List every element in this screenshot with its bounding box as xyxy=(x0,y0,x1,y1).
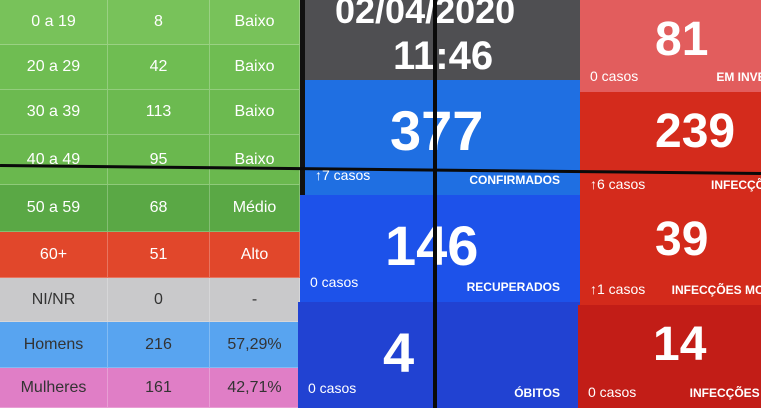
table-cell: 57,29% xyxy=(210,322,300,368)
table-cell: 95 xyxy=(108,135,210,185)
stat-label: ÓBITOS xyxy=(514,386,560,400)
table-cell: Alto xyxy=(210,232,300,278)
table-cell: 68 xyxy=(108,185,210,232)
stat-tile: 14 0 casos INFECÇÕES GR xyxy=(578,305,761,408)
stat-label: RECUPERADOS xyxy=(466,280,560,294)
stat-tile: 81 0 casos EM INVEST xyxy=(580,0,761,92)
stat-value: 14 xyxy=(653,318,707,371)
table-cell: 50 a 59 xyxy=(0,185,108,232)
table-cell: 161 xyxy=(108,368,210,408)
table-cell: 216 xyxy=(108,322,210,368)
stat-label: CONFIRMADOS xyxy=(469,173,560,187)
table-cell: 40 a 49 xyxy=(0,135,108,185)
table-cell: Mulheres xyxy=(0,368,108,408)
table-cell: Baixo xyxy=(210,90,300,135)
table-cell: Homens xyxy=(0,322,108,368)
table-cell: 0 xyxy=(108,278,210,322)
stat-label: EM INVEST xyxy=(716,70,761,84)
stat-tile: 39 ↑1 casos INFECÇÕES MODE xyxy=(580,200,761,305)
table-cell: 20 a 29 xyxy=(0,45,108,90)
table-cell: 8 xyxy=(108,0,210,45)
table-cell: 113 xyxy=(108,90,210,135)
table-cell: Baixo xyxy=(210,135,300,185)
table-cell: 30 a 39 xyxy=(0,90,108,135)
table-cell: 42,71% xyxy=(210,368,300,408)
table-cell: 42 xyxy=(108,45,210,90)
stat-value: 146 xyxy=(385,214,479,277)
date: 02/04/2020 xyxy=(335,0,516,31)
stat-tile: 146 0 casos RECUPERADOS xyxy=(300,195,580,302)
time: 11:46 xyxy=(393,34,494,78)
stat-change: 0 casos xyxy=(308,380,357,396)
stat-change: ↑7 casos xyxy=(315,167,371,183)
table-cell: NI/NR xyxy=(0,278,108,322)
stat-value: 81 xyxy=(655,13,709,66)
stat-tile: 4 0 casos ÓBITOS xyxy=(298,302,580,408)
stat-label: INFECÇÕES MODE xyxy=(671,283,761,297)
stat-change: ↑6 casos xyxy=(590,176,646,192)
table-cell: 60+ xyxy=(0,232,108,278)
table-cell: - xyxy=(210,278,300,322)
table-cell: Médio xyxy=(210,185,300,232)
datetime-tile: 02/04/2020 11:46 xyxy=(305,0,580,80)
table-cell: Baixo xyxy=(210,0,300,45)
stat-change: ↑1 casos xyxy=(590,281,646,297)
bezel xyxy=(433,0,437,408)
stat-tile: 239 ↑6 casos INFECÇÕES xyxy=(580,92,761,200)
stat-value: 239 xyxy=(655,105,736,158)
table-cell: 0 a 19 xyxy=(0,0,108,45)
stat-label: INFECÇÕES GR xyxy=(689,386,761,400)
stat-change: 0 casos xyxy=(310,274,359,290)
stat-label: INFECÇÕES xyxy=(710,178,761,192)
stat-change: 0 casos xyxy=(590,68,639,84)
stat-value: 39 xyxy=(655,213,709,266)
table-cell: Baixo xyxy=(210,45,300,90)
stat-value: 4 xyxy=(383,321,415,384)
table-cell: 51 xyxy=(108,232,210,278)
stat-change: 0 casos xyxy=(588,384,637,400)
